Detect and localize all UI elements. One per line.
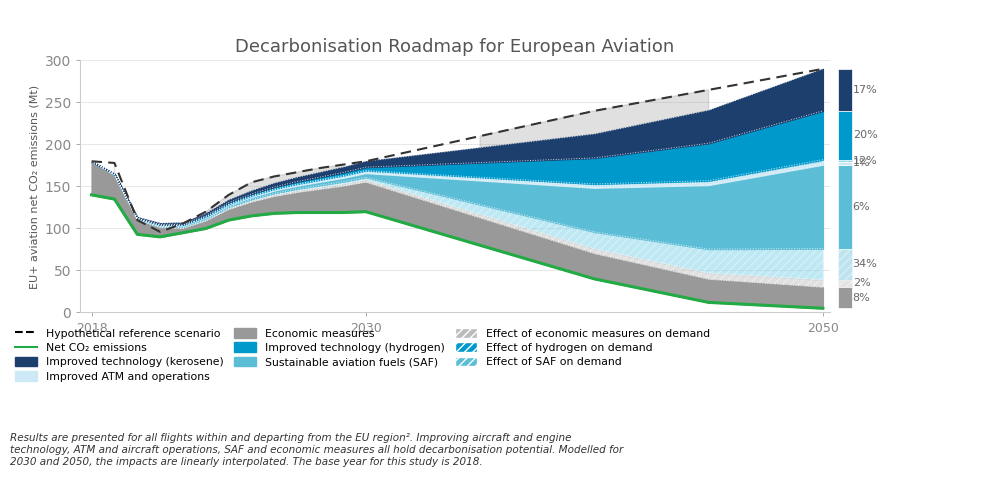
Text: 12%: 12%: [853, 156, 878, 166]
Title: Decarbonisation Roadmap for European Aviation: Decarbonisation Roadmap for European Avi…: [235, 38, 674, 56]
Text: 34%: 34%: [853, 259, 878, 269]
Text: 2%: 2%: [853, 279, 871, 288]
Bar: [838, 248, 852, 280]
Y-axis label: EU+ aviation net CO₂ emissions (Mt): EU+ aviation net CO₂ emissions (Mt): [29, 84, 39, 289]
Bar: [838, 287, 852, 308]
Text: 17%: 17%: [853, 85, 878, 95]
Bar: [838, 162, 852, 165]
Bar: [838, 111, 852, 160]
Bar: [838, 69, 852, 111]
Bar: [838, 160, 852, 162]
Bar: [838, 280, 852, 287]
Text: 8%: 8%: [853, 293, 871, 303]
Text: 6%: 6%: [853, 202, 871, 212]
Bar: [838, 165, 852, 248]
Text: 1%: 1%: [853, 158, 871, 168]
Legend: Hypothetical reference scenario, Net CO₂ emissions, Improved technology (kerosen: Hypothetical reference scenario, Net CO₂…: [15, 328, 709, 382]
Text: 20%: 20%: [853, 130, 878, 140]
Text: Results are presented for all flights within and departing from the EU region². : Results are presented for all flights wi…: [10, 433, 623, 467]
